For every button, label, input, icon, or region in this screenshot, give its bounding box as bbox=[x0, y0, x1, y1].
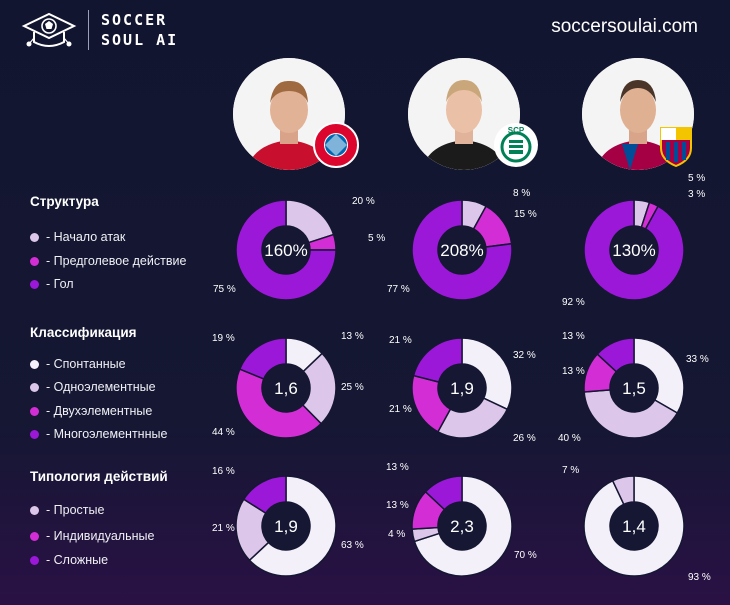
donut-percent-label: 32 % bbox=[513, 350, 536, 361]
donut-hole bbox=[262, 502, 310, 550]
legend-dot bbox=[30, 382, 39, 392]
donut-percent-label: 13 % bbox=[386, 500, 409, 511]
brand-divider bbox=[88, 10, 89, 50]
legend-item-complex: - Сложные bbox=[30, 553, 108, 567]
sporting-cp-crest-icon: SCP bbox=[493, 122, 539, 168]
brand-line-1: SOCCER bbox=[101, 11, 168, 29]
donut-percent-label: 5 % bbox=[368, 233, 385, 244]
legend-item-attack-start: - Начало атак bbox=[30, 230, 125, 244]
legend-item-single-element: - Одноэлементные bbox=[30, 380, 156, 394]
donut-center-value: 208% bbox=[440, 241, 483, 260]
donut-center-value: 130% bbox=[612, 241, 655, 260]
donut-segment bbox=[238, 337, 287, 380]
donut-percent-label: 25 % bbox=[341, 382, 364, 393]
donut-center-value: 160% bbox=[264, 241, 307, 260]
legend-label: - Начало атак bbox=[46, 230, 126, 244]
legend-item-individual: - Индивидуальные bbox=[30, 529, 154, 543]
legend-label: - Двухэлементные bbox=[46, 404, 153, 418]
donut-hole bbox=[610, 502, 658, 550]
donut-hole bbox=[438, 502, 486, 550]
donut-percent-label: 93 % bbox=[688, 572, 711, 583]
donut-hole bbox=[438, 226, 486, 274]
donut-percent-label: 19 % bbox=[212, 333, 235, 344]
donut-percent-label: 5 % bbox=[688, 173, 705, 184]
legend-label: - Гол bbox=[46, 277, 74, 291]
legend-dot bbox=[30, 232, 39, 242]
donut-percent-label: 40 % bbox=[558, 433, 581, 444]
donut-percent-label: 70 % bbox=[514, 550, 537, 561]
donut-hole bbox=[610, 364, 658, 412]
brand-name: SOCCER SOUL AI bbox=[101, 10, 178, 50]
legend-dot bbox=[30, 505, 39, 515]
donut-percent-label: 77 % bbox=[387, 284, 410, 295]
donut-hole bbox=[262, 364, 310, 412]
section-title-action-typology: Типология действий bbox=[30, 469, 168, 484]
donut-segment bbox=[461, 337, 513, 411]
legend-label: - Простые bbox=[46, 503, 105, 517]
donut-hole bbox=[610, 226, 658, 274]
legend-label: - Одноэлементные bbox=[46, 380, 156, 394]
legend-dot bbox=[30, 359, 39, 369]
donut-percent-label: 4 % bbox=[388, 529, 405, 540]
brand: SOCCER SOUL AI bbox=[20, 8, 178, 52]
donut-center-value: 1,9 bbox=[274, 517, 298, 536]
legend-label: - Предголевое действие bbox=[46, 254, 187, 268]
donut-hole bbox=[438, 364, 486, 412]
donut-percent-label: 75 % bbox=[213, 284, 236, 295]
donut-percent-label: 21 % bbox=[389, 404, 412, 415]
legend-label: - Спонтанные bbox=[46, 357, 126, 371]
legend-item-spontaneous: - Спонтанные bbox=[30, 357, 126, 371]
legend-dot bbox=[30, 279, 39, 289]
donut-center-value: 1,5 bbox=[622, 379, 646, 398]
donut-percent-label: 21 % bbox=[212, 523, 235, 534]
donut-percent-label: 8 % bbox=[513, 188, 530, 199]
brand-line-2: SOUL AI bbox=[101, 31, 179, 49]
donut-center-value: 1,4 bbox=[622, 517, 646, 536]
legend-item-pre-goal: - Предголевое действие bbox=[30, 254, 186, 268]
donut-center-value: 2,3 bbox=[450, 517, 474, 536]
legend-item-multi-element: - Многоэлементнные bbox=[30, 427, 167, 441]
soccer-ball-brain-logo-icon bbox=[21, 12, 77, 47]
donut-percent-label: 20 % bbox=[352, 196, 375, 207]
donut-percent-label: 13 % bbox=[386, 462, 409, 473]
donut-percent-label: 26 % bbox=[513, 433, 536, 444]
donut-center-value: 1,6 bbox=[274, 379, 298, 398]
donut-percent-label: 3 % bbox=[688, 189, 705, 200]
legend-item-simple: - Простые bbox=[30, 503, 104, 517]
donut-percent-label: 13 % bbox=[562, 366, 585, 377]
legend-dot bbox=[30, 406, 39, 416]
donut-percent-label: 63 % bbox=[341, 540, 364, 551]
legend-item-two-element: - Двухэлементные bbox=[30, 404, 152, 418]
legend-label: - Многоэлементнные bbox=[46, 427, 168, 441]
donut-percent-label: 92 % bbox=[562, 297, 585, 308]
section-title-classification: Классификация bbox=[30, 325, 137, 340]
donut-center-value: 1,9 bbox=[450, 379, 474, 398]
donut-percent-label: 44 % bbox=[212, 427, 235, 438]
legend-dot bbox=[30, 429, 39, 439]
donut-hole bbox=[262, 226, 310, 274]
site-url[interactable]: soccersoulai.com bbox=[551, 16, 698, 37]
section-title-structure: Структура bbox=[30, 194, 99, 209]
legend-label: - Индивидуальные bbox=[46, 529, 155, 543]
donut-percent-label: 7 % bbox=[562, 465, 579, 476]
bayern-munich-crest-icon bbox=[313, 122, 359, 168]
donut-percent-label: 33 % bbox=[686, 354, 709, 365]
donut-percent-label: 13 % bbox=[341, 331, 364, 342]
legend-item-goal: - Гол bbox=[30, 277, 74, 291]
legend-dot bbox=[30, 555, 39, 565]
legend-dot bbox=[30, 256, 39, 266]
donut-percent-label: 15 % bbox=[514, 209, 537, 220]
donut-percent-label: 21 % bbox=[389, 335, 412, 346]
fc-barcelona-crest-icon bbox=[653, 122, 699, 168]
legend-dot bbox=[30, 531, 39, 541]
donut-percent-label: 13 % bbox=[562, 331, 585, 342]
svg-text:SCP: SCP bbox=[508, 126, 525, 135]
donut-percent-label: 16 % bbox=[212, 466, 235, 477]
legend-label: - Сложные bbox=[46, 553, 109, 567]
